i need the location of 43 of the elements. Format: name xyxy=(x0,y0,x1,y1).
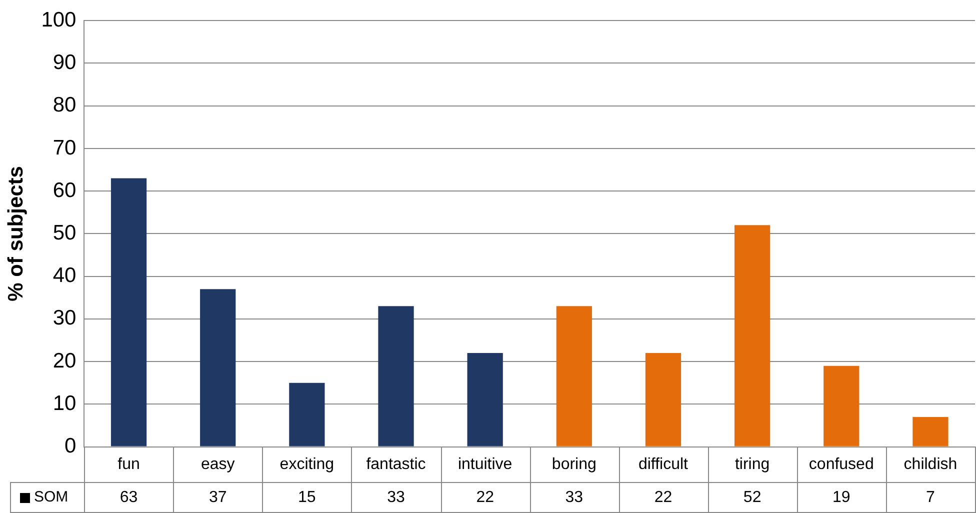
x-tick-label: exciting xyxy=(280,456,334,473)
y-tick-label: 60 xyxy=(52,178,76,202)
bar xyxy=(734,225,770,446)
x-tick-label: difficult xyxy=(638,456,689,473)
bar xyxy=(289,382,325,446)
y-tick-label: 70 xyxy=(52,136,76,160)
data-label: 15 xyxy=(298,488,316,506)
y-axis-title: % of subjects xyxy=(4,166,28,302)
y-tick-label: 90 xyxy=(52,51,76,74)
bar xyxy=(912,416,948,446)
y-tick-label: 10 xyxy=(52,392,76,415)
data-label: 63 xyxy=(120,488,138,506)
y-tick-label: 20 xyxy=(52,349,76,372)
y-tick-label: 100 xyxy=(41,8,76,32)
data-label: 33 xyxy=(387,488,406,506)
text: SOM xyxy=(34,488,68,506)
bar xyxy=(556,306,592,446)
x-tick-label: fun xyxy=(118,456,140,473)
x-tick-label: childish xyxy=(904,456,958,473)
data-label: 22 xyxy=(654,488,672,506)
data-label: 37 xyxy=(208,488,227,506)
bar xyxy=(824,366,860,446)
y-tick-label: 50 xyxy=(52,221,76,244)
x-tick-label: fantastic xyxy=(366,456,426,473)
bar xyxy=(378,306,414,446)
y-tick-label: 40 xyxy=(52,264,76,288)
bar xyxy=(200,289,236,446)
y-tick-label: 30 xyxy=(52,306,76,330)
data-label: 52 xyxy=(743,488,762,506)
data-label: 7 xyxy=(926,488,936,506)
bar xyxy=(467,353,503,446)
y-tick-label: 80 xyxy=(52,94,76,117)
data-label: 19 xyxy=(832,488,850,506)
bar xyxy=(645,353,682,446)
y-tick-label: 0 xyxy=(64,434,76,458)
data-label: 33 xyxy=(565,488,584,506)
x-tick-label: intuitive xyxy=(458,456,512,473)
data-label: 22 xyxy=(476,488,494,506)
x-tick-label: boring xyxy=(552,456,596,473)
x-tick-label: confused xyxy=(808,456,874,473)
x-tick-label: easy xyxy=(200,456,235,473)
x-tick-label: tiring xyxy=(734,456,770,473)
bar xyxy=(110,178,147,446)
